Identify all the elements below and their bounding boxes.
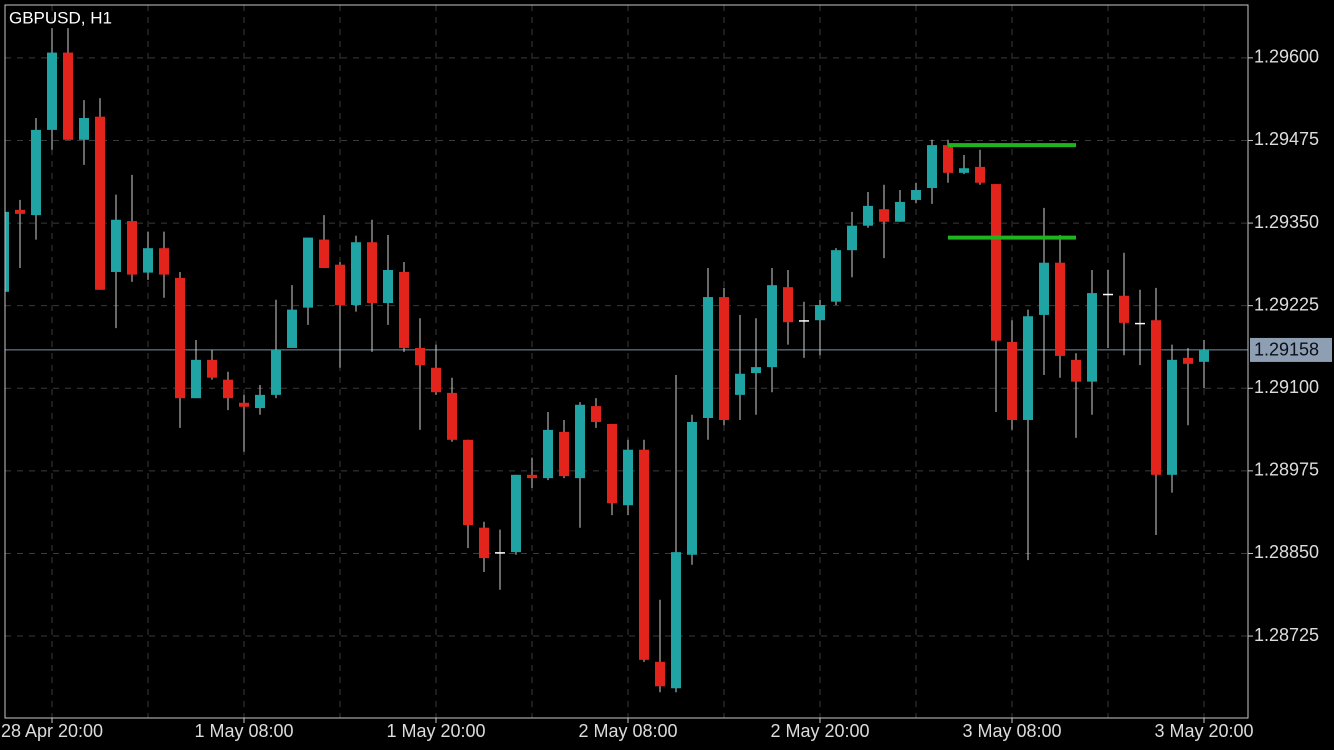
x-tick-label: 28 Apr 20:00	[1, 721, 103, 741]
candle-body	[543, 429, 553, 479]
candle-body	[703, 297, 713, 418]
y-tick-label: 1.29100	[1254, 377, 1319, 397]
candle-body	[863, 205, 873, 226]
candle-body	[15, 209, 25, 214]
candle-body	[1103, 293, 1113, 296]
y-tick-label: 1.28975	[1254, 460, 1319, 480]
candle-body	[383, 269, 393, 304]
candle-body	[367, 242, 377, 304]
candle-body	[831, 250, 841, 302]
candle-body	[415, 347, 425, 366]
y-tick-label: 1.28850	[1254, 542, 1319, 562]
candle-body	[527, 474, 537, 479]
candle-body	[239, 402, 249, 407]
candle-body	[303, 237, 313, 308]
candle-body	[431, 367, 441, 393]
candle-body	[1055, 262, 1065, 356]
candle-body	[767, 285, 777, 368]
candle-body	[1151, 320, 1161, 475]
candle-body	[1167, 359, 1177, 475]
candle-body	[1183, 357, 1193, 364]
candle-body	[991, 184, 1001, 341]
candle-body	[511, 474, 521, 553]
candle-body	[159, 248, 169, 275]
x-tick-label: 1 May 08:00	[194, 721, 293, 741]
candle-body	[287, 309, 297, 348]
candle-body	[815, 305, 825, 321]
candle-body	[479, 527, 489, 559]
last-price-box	[1250, 337, 1332, 362]
candle-body	[1119, 295, 1129, 323]
candle-body	[783, 287, 793, 323]
x-tick-label: 2 May 08:00	[578, 721, 677, 741]
candle-body	[191, 359, 201, 399]
candle-body	[463, 439, 473, 526]
candle-body	[255, 394, 265, 409]
candle-body	[943, 145, 953, 173]
candle-body	[975, 166, 985, 183]
candle-body	[127, 221, 137, 275]
candle-body	[591, 406, 601, 422]
candle-body	[687, 421, 697, 555]
candle-body	[79, 117, 89, 140]
candle-body	[207, 359, 217, 378]
y-tick-label: 1.29225	[1254, 294, 1319, 314]
candle-body	[1071, 359, 1081, 382]
y-tick-label: 1.29475	[1254, 129, 1319, 149]
candle-body	[63, 52, 73, 140]
candle-body	[175, 277, 185, 399]
x-tick-label: 3 May 20:00	[1154, 721, 1253, 741]
candle-body	[5, 211, 9, 292]
candle-body	[655, 661, 665, 687]
candle-body	[959, 168, 969, 173]
candle-body	[607, 423, 617, 504]
y-tick-label: 1.29600	[1254, 47, 1319, 67]
candle-body	[927, 145, 937, 189]
candle-body	[575, 404, 585, 479]
candle-body	[111, 219, 121, 272]
candle-body	[271, 349, 281, 395]
last-price-label: 1.29158	[1254, 340, 1319, 360]
candle-body	[143, 248, 153, 273]
candle-body	[31, 129, 41, 216]
candle-body	[47, 52, 57, 130]
candle-body	[735, 373, 745, 395]
x-tick-label: 3 May 08:00	[962, 721, 1061, 741]
candle-body	[1087, 293, 1097, 382]
chart-title: GBPUSD, H1	[9, 8, 112, 27]
plot-frame	[4, 4, 1249, 719]
candle-body	[1007, 342, 1017, 420]
candle-body	[1199, 349, 1209, 362]
candle-body	[639, 449, 649, 660]
candle-body	[623, 449, 633, 506]
candle-body	[1039, 262, 1049, 315]
plot-area	[5, 28, 1248, 693]
y-tick-label: 1.29350	[1254, 212, 1319, 232]
candle-body	[399, 271, 409, 348]
candle-body	[495, 552, 505, 554]
x-tick-label: 1 May 20:00	[386, 721, 485, 741]
candle-body	[879, 209, 889, 222]
candle-body	[319, 239, 329, 268]
candle-body	[351, 242, 361, 306]
candle-body	[895, 201, 905, 222]
x-tick-label: 2 May 20:00	[770, 721, 869, 741]
y-tick-label: 1.28725	[1254, 625, 1319, 645]
candle-body	[671, 552, 681, 689]
candle-body	[223, 379, 233, 399]
candle-body	[751, 367, 761, 374]
candle-body	[1135, 322, 1145, 325]
candle-body	[911, 190, 921, 200]
candle-body	[335, 264, 345, 306]
candle-body	[95, 116, 105, 290]
candle-body	[447, 392, 457, 440]
candle-body	[847, 225, 857, 251]
candle-body	[719, 297, 729, 420]
candle-body	[1023, 316, 1033, 420]
candle-body	[559, 431, 569, 477]
candle-body	[799, 320, 809, 322]
